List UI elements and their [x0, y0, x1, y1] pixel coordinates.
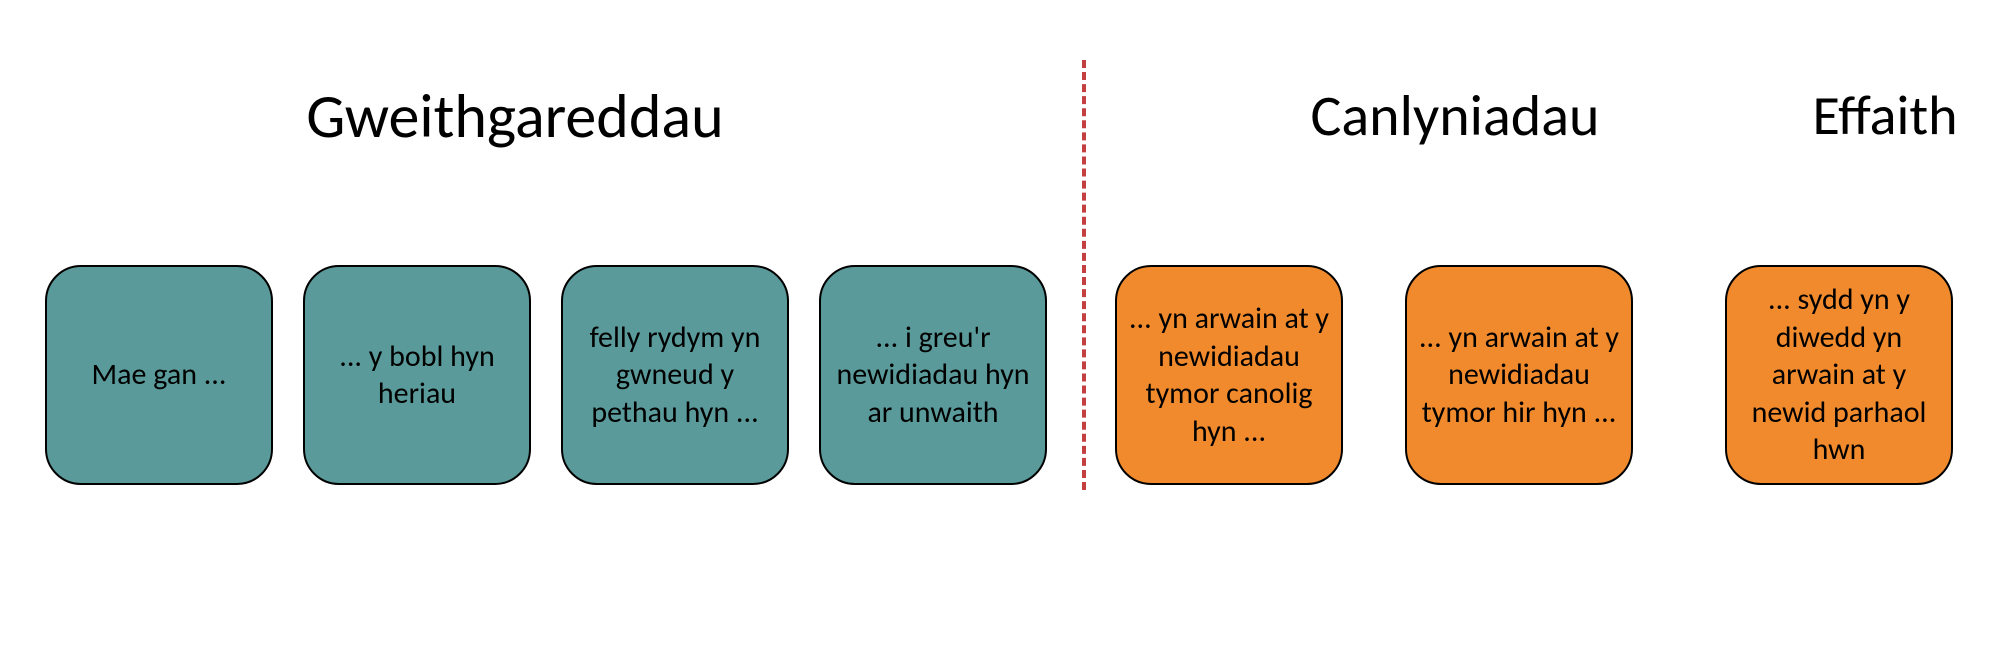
box-label: ... yn arwain at y newidiadau tymor hir … — [1415, 319, 1623, 432]
box-activity-1: Mae gan ... — [45, 265, 273, 485]
box-label: ... i greu'r newidiadau hyn ar unwaith — [829, 319, 1037, 432]
heading-outcomes: Canlyniadau — [1275, 80, 1635, 151]
box-label: felly rydym yn gwneud y pethau hyn ... — [571, 319, 779, 432]
heading-activities: Gweithgareddau — [275, 78, 755, 154]
box-activity-2: ... y bobl hyn heriau — [303, 265, 531, 485]
box-label: ... y bobl hyn heriau — [313, 338, 521, 413]
box-activity-4: ... i greu'r newidiadau hyn ar unwaith — [819, 265, 1047, 485]
heading-impact: Effaith — [1775, 82, 1995, 150]
box-activity-3: felly rydym yn gwneud y pethau hyn ... — [561, 265, 789, 485]
section-divider — [1082, 60, 1086, 490]
box-label: Mae gan ... — [92, 356, 227, 394]
box-outcome-2: ... yn arwain at y newidiadau tymor hir … — [1405, 265, 1633, 485]
box-label: ... yn arwain at y newidiadau tymor cano… — [1125, 300, 1333, 450]
box-outcome-1: ... yn arwain at y newidiadau tymor cano… — [1115, 265, 1343, 485]
box-label: ... sydd yn y diwedd yn arwain at y newi… — [1735, 281, 1943, 469]
box-impact-1: ... sydd yn y diwedd yn arwain at y newi… — [1725, 265, 1953, 485]
diagram-canvas: Gweithgareddau Canlyniadau Effaith Mae g… — [0, 0, 2000, 668]
